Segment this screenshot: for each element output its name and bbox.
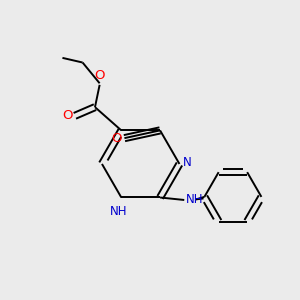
Text: NH: NH <box>185 194 203 206</box>
Text: NH: NH <box>110 205 127 218</box>
Text: O: O <box>62 109 72 122</box>
Text: N: N <box>183 156 192 169</box>
Text: O: O <box>94 69 105 82</box>
Text: O: O <box>112 132 122 145</box>
